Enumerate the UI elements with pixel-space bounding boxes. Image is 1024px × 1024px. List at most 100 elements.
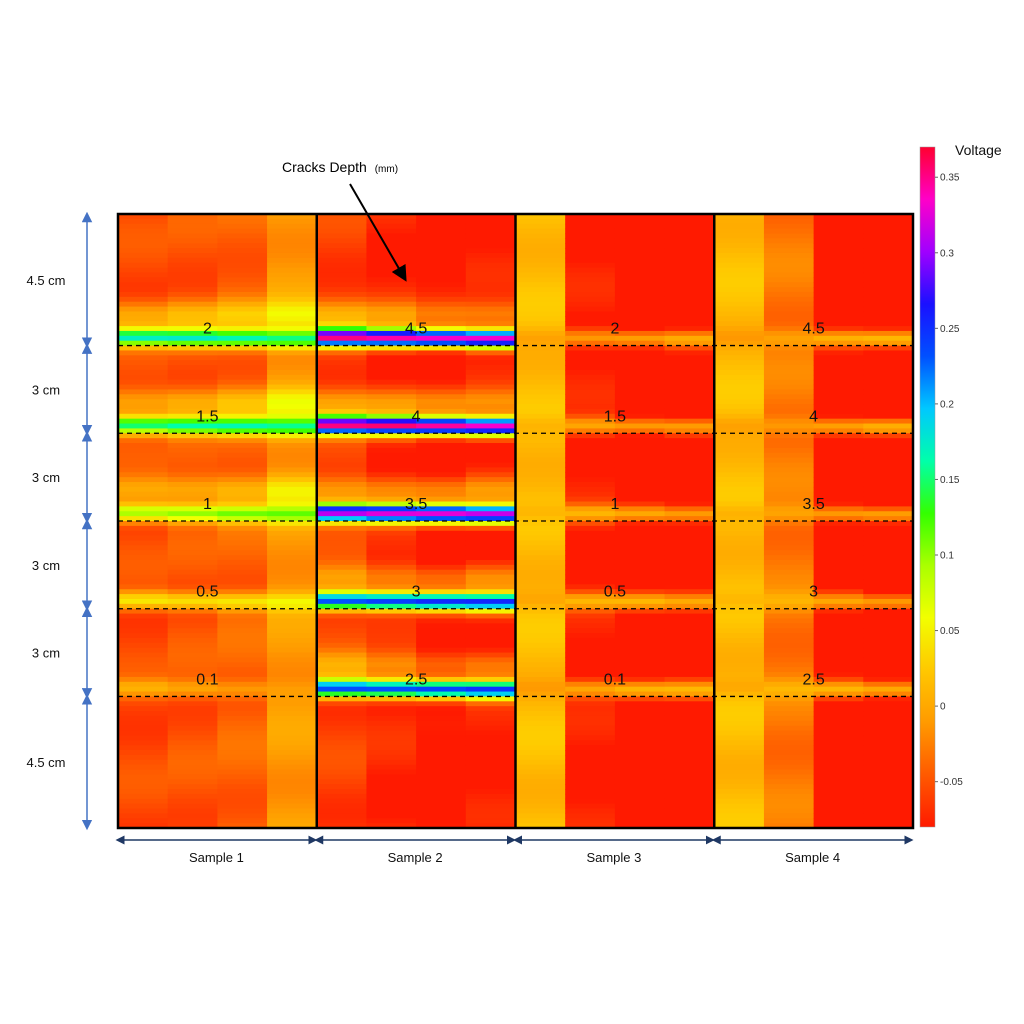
heatmap-cell (217, 696, 268, 702)
heatmap-cell (416, 340, 467, 347)
heatmap-cell (515, 486, 566, 493)
heatmap-cell (366, 667, 417, 673)
heatmap-cell (366, 511, 417, 517)
heatmap-cell (863, 408, 914, 415)
heatmap-cell (316, 335, 368, 342)
heatmap-cell (515, 335, 566, 342)
heatmap-cell (118, 511, 169, 517)
heatmap-cell (217, 589, 268, 595)
heatmap-cell (217, 676, 268, 683)
heatmap-cell (366, 248, 417, 254)
heatmap-cell (614, 486, 666, 493)
heatmap-cell (217, 282, 268, 288)
heatmap-cell (664, 540, 715, 546)
heatmap-cell (813, 725, 864, 732)
heatmap-cell (565, 243, 616, 249)
heatmap-cell (565, 564, 616, 571)
heatmap-cell (316, 506, 368, 512)
heatmap-cell (664, 608, 715, 615)
heatmap-cell (813, 662, 864, 668)
heatmap-cell (316, 750, 368, 756)
heatmap-cell (167, 642, 218, 649)
heatmap-cell (465, 706, 517, 712)
heatmap-cell (614, 369, 666, 376)
heatmap-cell (118, 218, 169, 225)
crack-depth-label: 2.5 (802, 671, 824, 688)
heatmap-cell (118, 652, 169, 659)
heatmap-cell (416, 345, 467, 352)
heatmap-cell (366, 647, 417, 654)
heatmap-cell (863, 618, 914, 624)
heatmap-cell (863, 813, 914, 819)
heatmap-cell (118, 745, 169, 751)
heatmap-cell (465, 257, 517, 264)
heatmap-cell (614, 360, 666, 366)
heatmap-cell (714, 428, 765, 434)
heatmap-cell (813, 233, 864, 239)
heatmap-cell (167, 750, 218, 756)
heatmap-cell (614, 223, 666, 230)
heatmap-cell (366, 321, 417, 327)
heatmap-cell (416, 482, 467, 488)
heatmap-cell (664, 433, 715, 439)
heatmap-cell (217, 252, 268, 259)
heatmap-cell (565, 598, 616, 605)
heatmap-cell (316, 316, 368, 322)
heatmap-cell (515, 662, 566, 668)
heatmap-cell (217, 257, 268, 264)
heatmap-cell (813, 496, 864, 503)
heatmap-cell (614, 326, 666, 332)
heatmap-cell (118, 248, 169, 254)
heatmap-cell (763, 306, 815, 313)
heatmap-cell (465, 823, 517, 829)
heatmap-cell (763, 672, 815, 678)
colorbar-tick-label: 0.05 (940, 626, 960, 637)
heatmap-cell (664, 218, 715, 225)
heatmap-cell (664, 482, 715, 488)
heatmap-cell (217, 706, 268, 712)
heatmap-cell (366, 720, 417, 727)
heatmap-cell (118, 715, 169, 722)
heatmap-cell (416, 808, 467, 814)
heatmap-cell (515, 413, 566, 420)
heatmap-cell (763, 501, 815, 507)
colorbar-tick-label: 0.3 (940, 248, 954, 259)
heatmap-cell (813, 750, 864, 756)
heatmap-cell (267, 408, 318, 415)
heatmap-cell (366, 555, 417, 561)
colorbar-tick-label: 0.35 (940, 173, 960, 184)
heatmap-cell (465, 652, 517, 659)
heatmap-cell (714, 691, 765, 698)
heatmap-cell (515, 433, 566, 439)
heatmap-cell (714, 521, 765, 527)
heatmap-cell (217, 482, 268, 488)
heatmap-cell (714, 243, 765, 249)
heatmap-cell (366, 501, 417, 507)
heatmap-cell (416, 823, 467, 829)
heatmap-cell (118, 413, 169, 420)
heatmap-cell (217, 798, 268, 805)
heatmap-cell (664, 389, 715, 395)
heatmap-cell (515, 482, 566, 488)
heatmap-cell (813, 252, 864, 259)
heatmap-cell (813, 608, 864, 615)
heatmap-cell (416, 311, 467, 317)
crack-depth-label: 2 (203, 321, 212, 338)
heatmap-cell (614, 823, 666, 829)
heatmap-cell (118, 457, 169, 464)
heatmap-cell (167, 345, 218, 352)
heatmap-cell (614, 243, 666, 249)
heatmap-cell (565, 784, 616, 790)
heatmap-cell (515, 681, 566, 688)
heatmap-cell (813, 667, 864, 673)
heatmap-cell (863, 652, 914, 659)
heatmap-cell (664, 516, 715, 522)
heatmap-cell (813, 516, 864, 522)
heatmap-cell (118, 657, 169, 663)
heatmap-cell (316, 559, 368, 566)
heatmap-cell (863, 418, 914, 425)
heatmap-cell (316, 545, 368, 551)
heatmap-cell (465, 803, 517, 810)
heatmap-cell (366, 774, 417, 780)
heatmap-cell (763, 365, 815, 371)
